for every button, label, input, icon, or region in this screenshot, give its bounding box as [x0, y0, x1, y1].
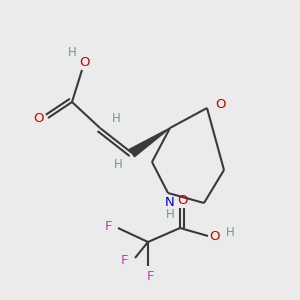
Text: H: H — [68, 46, 76, 59]
Text: F: F — [146, 269, 154, 283]
Text: H: H — [112, 112, 120, 124]
Text: O: O — [216, 98, 226, 110]
Text: O: O — [209, 230, 219, 244]
Polygon shape — [130, 128, 170, 157]
Text: O: O — [80, 56, 90, 70]
Text: H: H — [114, 158, 122, 172]
Text: O: O — [177, 194, 187, 206]
Text: H: H — [166, 208, 174, 221]
Text: H: H — [226, 226, 234, 239]
Text: F: F — [121, 254, 129, 266]
Text: F: F — [104, 220, 112, 232]
Text: N: N — [165, 196, 175, 209]
Text: O: O — [33, 112, 43, 124]
